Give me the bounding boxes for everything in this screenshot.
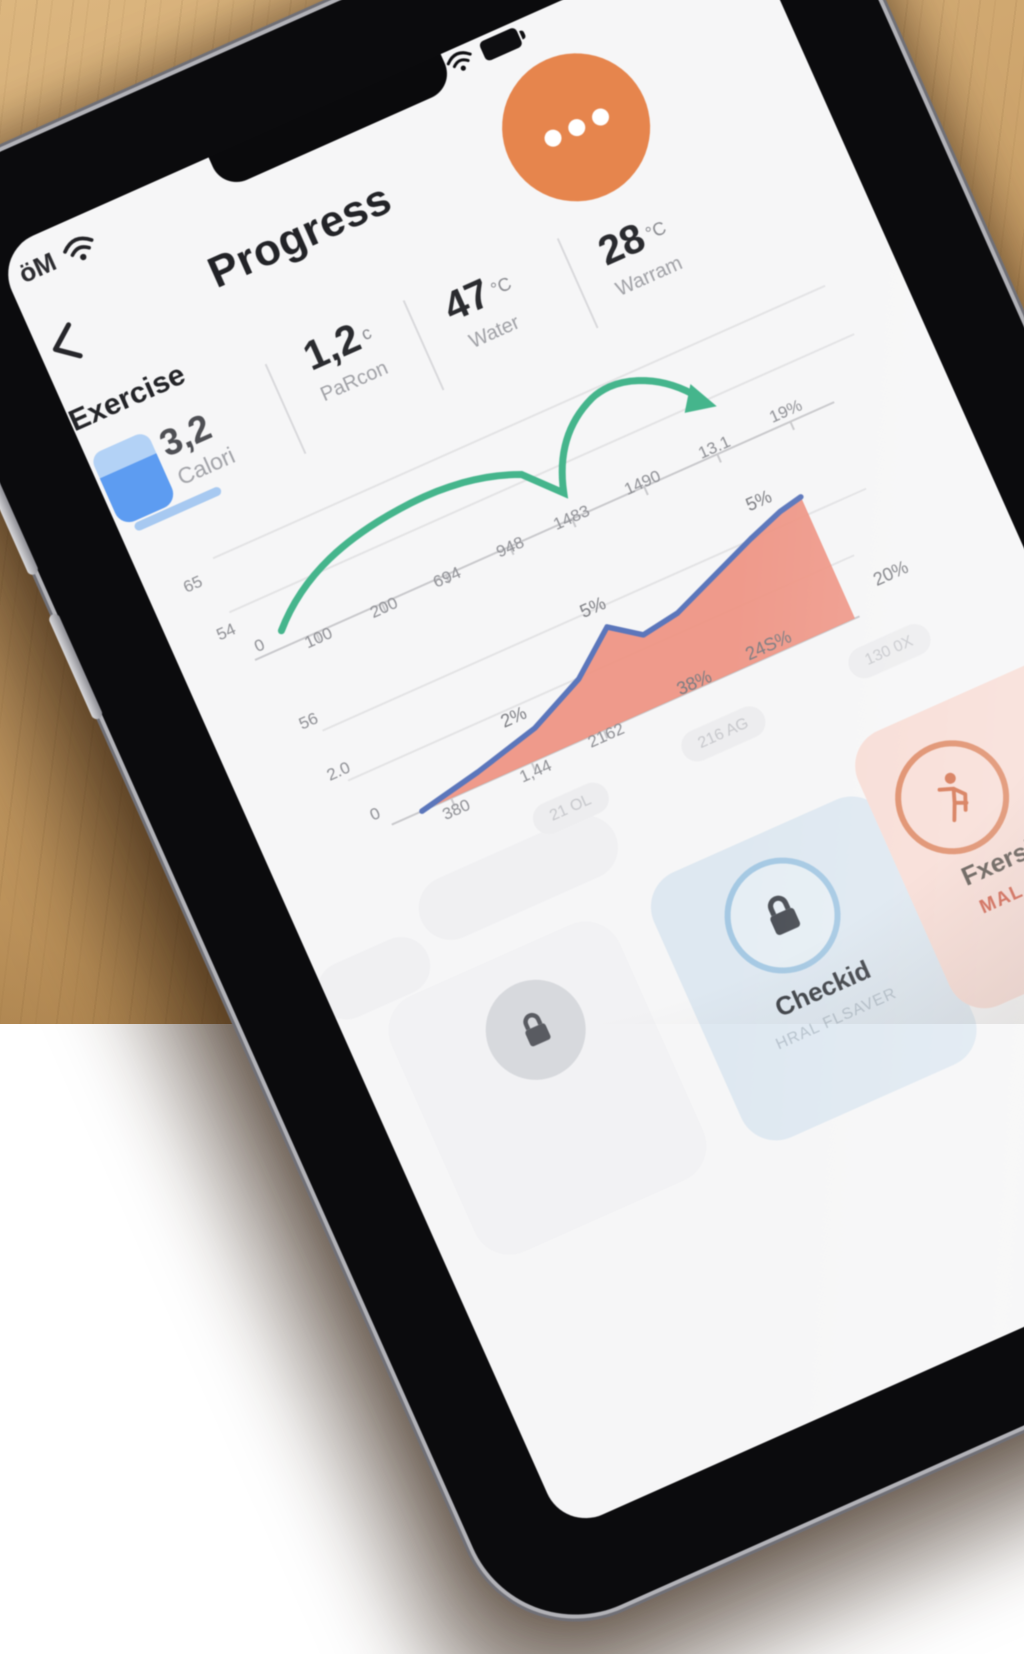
stat-value: 47 (436, 269, 497, 331)
stat-water: 47°C Water (408, 247, 560, 370)
axis-label: 54 (213, 619, 239, 645)
wifi-icon (62, 236, 94, 261)
carrier-label: öM (14, 246, 61, 289)
notch (207, 52, 456, 191)
axis-label: 200 (367, 593, 401, 623)
axis-label: 19% (766, 395, 806, 427)
card-checkid[interactable]: Checkid HRAL FLSAVER (638, 784, 989, 1153)
axis-label: 1490 (621, 466, 664, 499)
axis-label: 1,44 (516, 755, 555, 787)
axis-label: 65 (180, 571, 206, 597)
axis-label: 694 (430, 562, 464, 592)
axis-label: 0 (251, 634, 268, 657)
data-point-label: 38% (673, 666, 715, 700)
card-fxersi[interactable]: Fxersi MAL (842, 644, 1024, 1021)
axis-label: 56 (295, 708, 321, 734)
axis-label: 380 (439, 795, 474, 825)
data-point-label: 5% (576, 593, 609, 622)
lock-icon (469, 963, 602, 1096)
back-button[interactable] (34, 312, 97, 375)
data-point-label: 2% (497, 702, 530, 732)
more-options-button[interactable] (478, 29, 674, 226)
stat-unit: °C (642, 217, 670, 244)
phone-screen: öM (0, 0, 1024, 1532)
card-sublabel: MAL (976, 880, 1024, 919)
axis-label: 100 (301, 623, 336, 653)
wifi-status-icon (446, 51, 472, 71)
ghost-pill[interactable]: 216 AG (676, 701, 771, 767)
stat-value: 28 (591, 213, 652, 275)
axis-label: 0 (366, 803, 384, 825)
axis-label: 948 (493, 532, 527, 562)
battery-icon (478, 26, 524, 62)
axis-label: 2.0 (323, 757, 354, 785)
ellipsis-icon (564, 116, 588, 139)
stat-unit: °C (487, 273, 515, 300)
axis-label: 2162 (584, 718, 628, 752)
axis-label: 13.1 (695, 431, 734, 463)
data-point-label: 20% (870, 556, 912, 590)
ghost-pill[interactable]: 130 0X (843, 619, 936, 684)
page-title: Progress (200, 173, 399, 298)
stat-warram: 28°C Warram (563, 191, 715, 314)
status-bar-right (408, 26, 524, 94)
lock-icon (705, 838, 860, 993)
arrow-left-icon (52, 322, 83, 359)
stat-parcon: 1,2c PaRcon (264, 295, 423, 421)
ellipsis-icon (541, 126, 564, 150)
area-chart (419, 494, 855, 814)
data-point-label: 5% (742, 486, 775, 516)
axis-label: 1483 (550, 501, 593, 534)
runner-icon (876, 722, 1024, 873)
data-point-label: 24S% (742, 626, 795, 665)
status-bar-left: öM (14, 228, 101, 289)
ellipsis-icon (588, 105, 612, 128)
